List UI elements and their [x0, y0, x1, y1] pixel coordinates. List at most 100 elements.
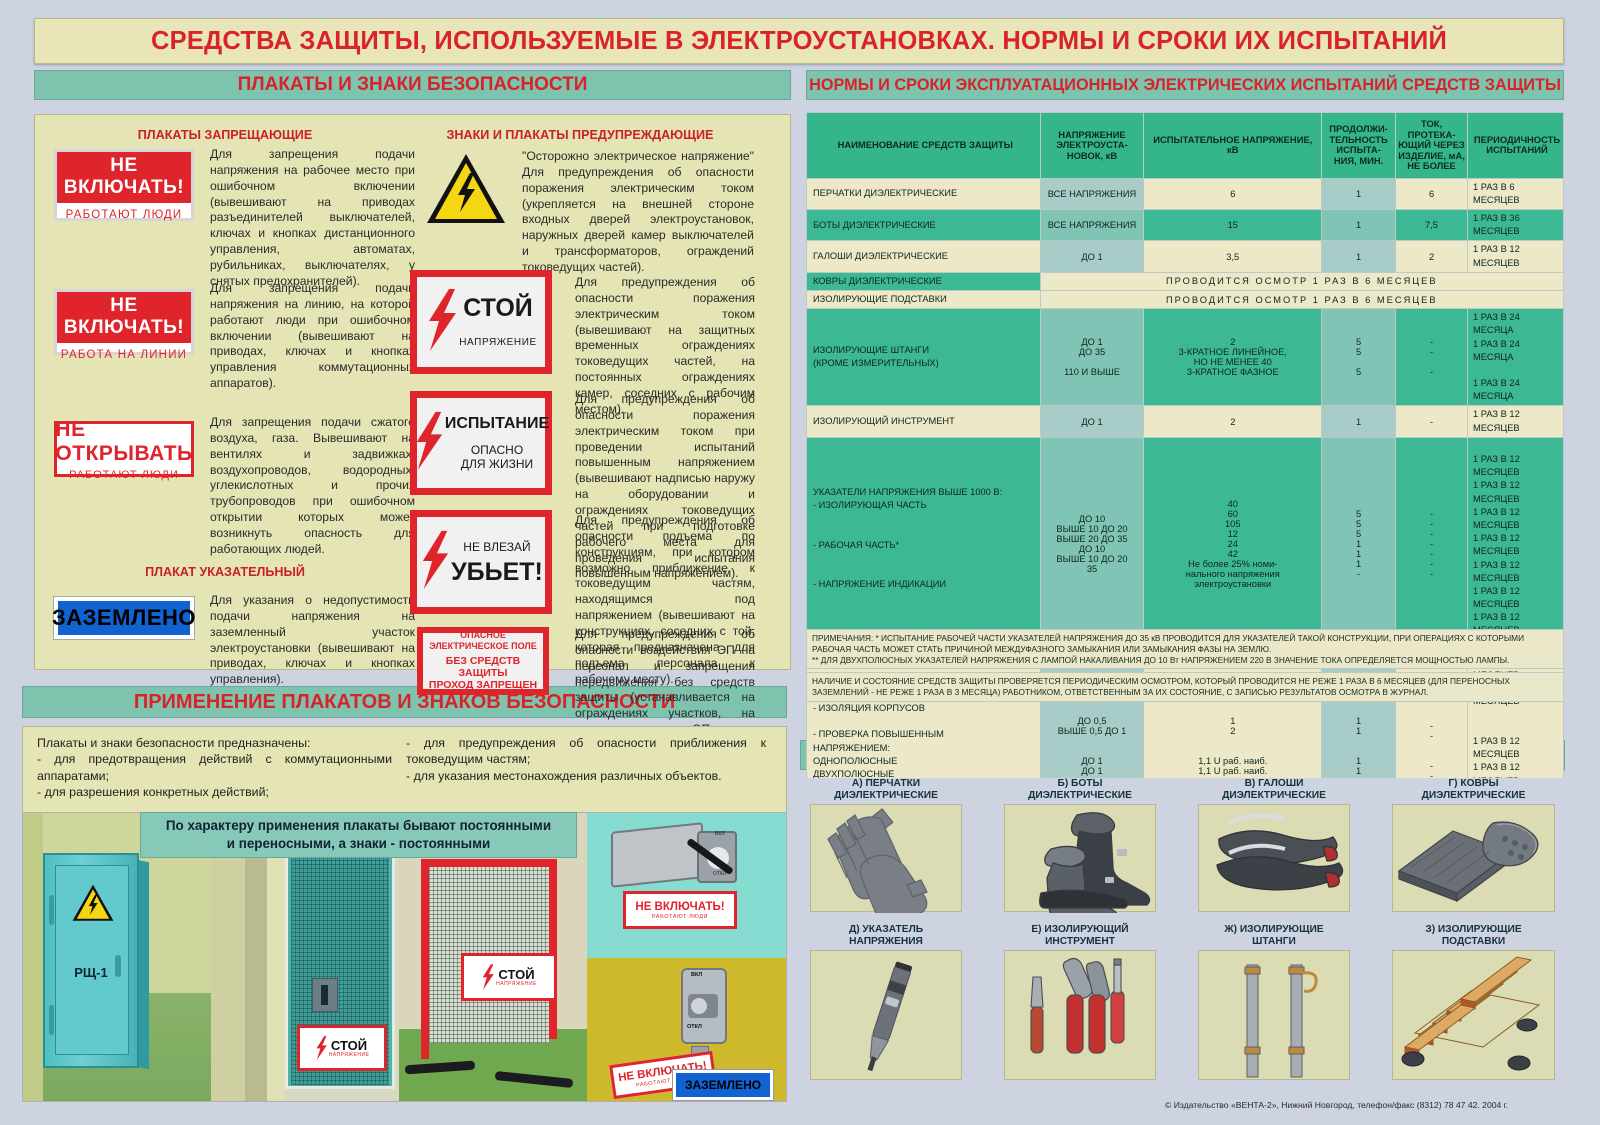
sign-description-1: Для запрещения подачи напряжения на рабо…: [210, 147, 415, 288]
tool-caption: В) ГАЛОШИ ДИЭЛЕКТРИЧЕСКИЕ: [1222, 778, 1326, 802]
cell-inspection-note: ПРОВОДИТСЯ ОСМОТР 1 РАЗ В 6 МЕСЯЦЕВ: [1039, 289, 1565, 310]
cell-voltage: ДО 1 ДО 35 110 И ВЫШЕ: [1039, 308, 1145, 407]
section-banner-norms-text: НОРМЫ И СРОКИ ЭКСПЛУАТАЦИОННЫХ ЭЛЕКТРИЧЕ…: [809, 75, 1561, 94]
table-row: КОВРЫ ДИЭЛЕКТРИЧЕСКИЕ ПРОВОДИТСЯ ОСМОТР 1…: [806, 271, 1565, 291]
column-heading-warning: ЗНАКИ И ПЛАКАТЫ ПРЕДУПРЕЖДАЮЩИЕ: [446, 128, 714, 142]
sign-plate-line2: ЭЛЕКТРИЧЕСКОЕ ПОЛЕ: [429, 640, 537, 651]
tools-panel: А) ПЕРЧАТКИ ДИЭЛЕКТРИЧЕСКИЕ: [800, 778, 1565, 1100]
sign-plate-title: ЗАЗЕМЛЕНО: [51, 605, 197, 630]
sign-plate-do-not-open: НЕ ОТКРЫВАТЬ РАБОТАЮТ ЛЮДИ: [54, 418, 194, 481]
cabinet-label: РЩ-1: [74, 965, 108, 980]
sign-plate-stop-voltage: СТОЙ НАПРЯЖЕНИЕ: [410, 270, 552, 374]
apply-text-left: Плакаты и знаки безопасности предназначе…: [37, 736, 392, 800]
cell-voltage: ДО 1: [1039, 240, 1145, 273]
cell-duration: 1: [1321, 240, 1397, 273]
mini-sign-subtitle: РАБОТАЮТ ЛЮДИ: [651, 913, 709, 920]
sign-plate-do-not-switch-on-people: НЕ ВКЛЮЧАТЬ! РАБОТАЮТ ЛЮДИ: [54, 149, 194, 221]
cell-voltage: ДО 10 ВЫШЕ 10 ДО 20 ВЫШЕ 20 ДО 35 ДО 10 …: [1039, 436, 1145, 641]
cell-voltage: ВСЕ НАПРЯЖЕНИЯ: [1039, 177, 1145, 211]
sign-plate-title: НЕ ВКЛЮЧАТЬ!: [57, 152, 191, 203]
th-name: НАИМЕНОВАНИЕ СРЕДСТВ ЗАЩИТЫ: [806, 112, 1041, 179]
table-row: БОТЫ ДИЭЛЕКТРИЧЕСКИЕ ВСЕ НАПРЯЖЕНИЯ 15 1 7,5…: [806, 209, 1565, 242]
photo-switch-tags: ВКЛ ОТКЛ НЕ ВКЛЮЧАТЬ! РАБОТАЮТ ЛЮДИ ЗАЗЕ…: [587, 958, 786, 1101]
th-periodicity: ПЕРИОДИЧНОСТЬ ИСПЫТАНИЙ: [1466, 112, 1565, 179]
cell-voltage: ВСЕ НАПРЯЖЕНИЯ: [1039, 209, 1145, 242]
mini-sign-title: СТОЙ: [498, 966, 535, 982]
switch-label-off: ОТКЛ: [687, 1024, 702, 1030]
cell-periodicity: 1 РАЗ В 36 МЕСЯЦЕВ: [1466, 209, 1565, 242]
cell-current: - - -: [1395, 308, 1468, 407]
section-banner-apply: ПРИМЕНЕНИЕ ПЛАКАТОВ И ЗНАКОВ БЕЗОПАСНОСТ…: [22, 686, 787, 718]
photo-switch-do-not-switch-on: ВКЛ ОТКЛ НЕ ВКЛЮЧАТЬ! РАБОТАЮТ ЛЮДИ: [587, 813, 786, 958]
norms-table-head: НАИМЕНОВАНИЕ СРЕДСТВ ЗАЩИТЫ НАПРЯЖЕНИЕ Э…: [806, 112, 1565, 179]
signs-panel: ПЛАКАТЫ ЗАПРЕЩАЮЩИЕ ЗНАКИ И ПЛАКАТЫ ПРЕД…: [34, 114, 791, 752]
sign-plate-line3: БЕЗ СРЕДСТВ ЗАЩИТЫ: [445, 654, 521, 679]
tool-image-box: [1004, 950, 1156, 1080]
tool-image-box: [1198, 804, 1350, 912]
table-note-1: ПРИМЕЧАНИЯ: * ИСПЫТАНИЕ РАБОЧЕЙ ЧАСТИ УК…: [806, 629, 1564, 670]
warning-description-1: "Осторожно электрическое напряжение" Для…: [522, 149, 754, 275]
apply-text-right: - для предупреждения об опасности прибли…: [406, 736, 766, 783]
galoshes-icon: [1216, 813, 1344, 891]
cell-name: КОВРЫ ДИЭЛЕКТРИЧЕСКИЕ: [806, 271, 1041, 291]
cell-current: 7,5: [1395, 209, 1468, 242]
section-banner-apply-text: ПРИМЕНЕНИЕ ПЛАКАТОВ И ЗНАКОВ БЕЗОПАСНОСТ…: [133, 690, 676, 713]
cell-duration: 1: [1321, 209, 1397, 242]
cell-name: ИЗОЛИРУЮЩИЕ ШТАНГИ (КРОМЕ ИЗМЕРИТЕЛЬНЫХ): [806, 308, 1041, 407]
tool-caption: Е) ИЗОЛИРУЮЩИЙ ИНСТРУМЕНТ: [1031, 924, 1129, 948]
cell-periodicity: 1 РАЗ В 12 МЕСЯЦЕВ: [1466, 405, 1565, 438]
insulating-rods-icon: [1244, 964, 1318, 1078]
sign-plate-line1: НЕ ВЛЕЗАЙ: [463, 539, 531, 554]
cell-current: 6: [1395, 177, 1468, 211]
cell-duration: 1: [1321, 177, 1397, 211]
mini-sign-stop-voltage: СТОЙ НАПРЯЖЕНИЕ: [297, 1025, 387, 1071]
mini-sign-title: ЗАЗЕМЛЕНО: [684, 1078, 762, 1092]
sign-plate-subtitle: РАБОТАЮТ ЛЮДИ: [69, 468, 179, 481]
sign-plate-line4: ПРОХОД ЗАПРЕЩЕН: [428, 679, 538, 692]
cell-voltage: ДО 1: [1039, 405, 1145, 438]
cell-name: ПЕРЧАТКИ ДИЭЛЕКТРИЧЕСКИЕ: [806, 177, 1041, 211]
sign-plate-grounded: ЗАЗЕМЛЕНО: [51, 597, 197, 639]
sign-plate-line3: ДЛЯ ЖИЗНИ: [460, 456, 534, 471]
sign-description-3: Для запрещения подачи сжатого воздуха, г…: [210, 415, 415, 556]
table-note-2: НАЛИЧИЕ И СОСТОЯНИЕ СРЕДСТВ ЗАЩИТЫ ПРОВЕ…: [806, 672, 1564, 702]
photo-door-mesh: СТОЙ НАПРЯЖЕНИЕ: [211, 813, 399, 1101]
cell-name: ИЗОЛИРУЮЩИЙ ИНСТРУМЕНТ: [806, 405, 1041, 438]
sign-plate-line2: ОПАСНО: [470, 442, 524, 457]
insulated-tools-icon: [1030, 957, 1125, 1054]
mat-icon: [1397, 821, 1539, 903]
photo-strip: РЩ-1 СТОЙ НАПРЯЖЕНИЕ: [22, 812, 787, 1102]
sign-plate-subtitle: РАБОТАЮТ ЛЮДИ: [65, 209, 183, 221]
cell-test-voltage: 40 60 105 12 24 42 Не более 25% номи- на…: [1143, 436, 1323, 641]
sign-plate-title: НЕ ВКЛЮЧАТЬ!: [57, 292, 191, 343]
switch-label-on: ВКЛ: [691, 972, 703, 978]
cell-name: БОТЫ ДИЭЛЕКТРИЧЕСКИЕ: [806, 209, 1041, 242]
table-row: ПЕРЧАТКИ ДИЭЛЕКТРИЧЕСКИЕ ВСЕ НАПРЯЖЕНИЯ 6 1…: [806, 177, 1565, 211]
cell-current: - - - - - - -: [1395, 436, 1468, 641]
th-voltage: НАПРЯЖЕНИЕ ЭЛЕКТРОУСТА- НОВОК, кВ: [1039, 112, 1145, 179]
sign-plate-dangerous-electric-field: ОПАСНОЕ ЭЛЕКТРИЧЕСКОЕ ПОЛЕ БЕЗ СРЕДСТВ З…: [417, 627, 549, 695]
cell-test-voltage: 2: [1143, 405, 1323, 438]
lightning-bolt-icon: [419, 529, 451, 596]
sign-plate-title: ИСПЫТАНИЕ: [444, 414, 550, 432]
section-banner-signs-text: ПЛАКАТЫ И ЗНАКИ БЕЗОПАСНОСТИ: [237, 74, 588, 95]
table-header-row: НАИМЕНОВАНИЕ СРЕДСТВ ЗАЩИТЫ НАПРЯЖЕНИЕ Э…: [806, 112, 1565, 179]
mini-sign-grounded: ЗАЗЕМЛЕНО: [673, 1070, 773, 1100]
tool-caption: Ж) ИЗОЛИРУЮЩИЕ ШТАНГИ: [1224, 924, 1324, 948]
sign-plate-title: СТОЙ: [463, 294, 533, 322]
section-banner-signs: ПЛАКАТЫ И ЗНАКИ БЕЗОПАСНОСТИ: [34, 70, 791, 100]
page-title-text: СРЕДСТВА ЗАЩИТЫ, ИСПОЛЬЗУЕМЫЕ В ЭЛЕКТРОУ…: [151, 26, 1447, 55]
sign-plate-subtitle: РАБОТА НА ЛИНИИ: [60, 349, 188, 361]
tool-caption: Д) УКАЗАТЕЛЬ НАПРЯЖЕНИЯ: [848, 924, 924, 948]
callout-permanent-portable: По характеру применения плакаты бывают п…: [140, 812, 577, 858]
sign-description-4: Для указания о недопустимости подачи нап…: [210, 593, 415, 687]
lightning-bolt-icon: [425, 287, 459, 358]
cell-duration: 5 5 5: [1321, 308, 1397, 407]
sign-plate-do-not-switch-on-line: НЕ ВКЛЮЧАТЬ! РАБОТА НА ЛИНИИ: [54, 289, 194, 361]
table-row: ИЗОЛИРУЮЩИЕ ШТАНГИ (КРОМЕ ИЗМЕРИТЕЛЬНЫХ)…: [806, 308, 1565, 407]
apply-panel: Плакаты и знаки безопасности предназначе…: [22, 726, 787, 814]
cell-test-voltage: 15: [1143, 209, 1323, 242]
table-row: УКАЗАТЕЛИ НАПРЯЖЕНИЯ ВЫШЕ 1000 В: - ИЗОЛ…: [806, 436, 1565, 641]
cell-test-voltage: 6: [1143, 177, 1323, 211]
